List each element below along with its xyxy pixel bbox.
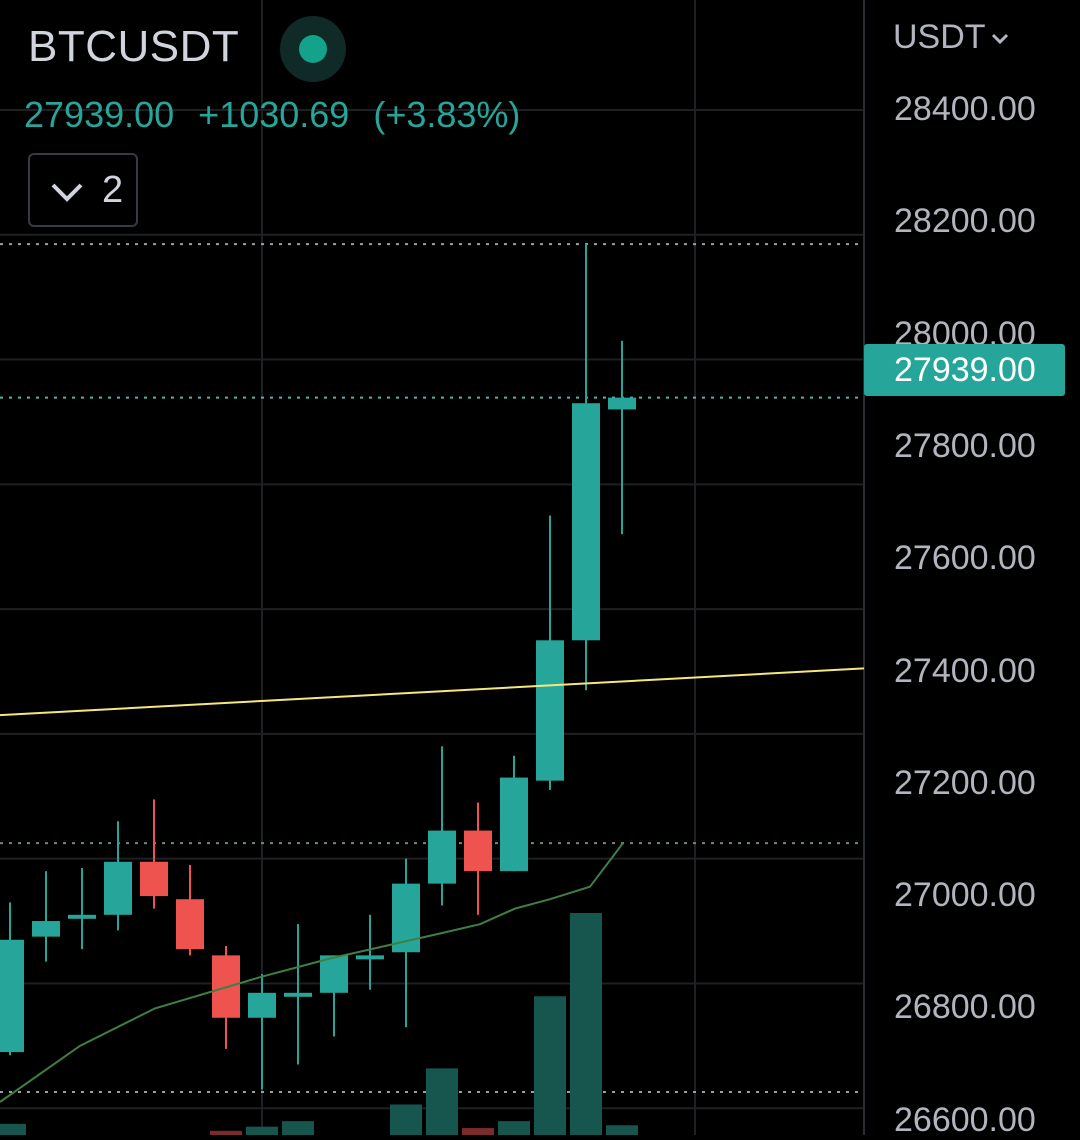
price-axis-tick: 27000.00 <box>894 876 1036 915</box>
currency-selector[interactable]: USDT <box>893 18 1010 57</box>
volume-bar <box>0 1123 26 1135</box>
moving-average-long-line <box>0 667 865 717</box>
price-axis-tick: 26800.00 <box>894 988 1036 1027</box>
indicators-count: 2 <box>102 169 124 211</box>
volume-bar <box>282 1121 314 1135</box>
candle-body <box>0 939 24 1053</box>
volume-bar <box>426 1068 458 1135</box>
price-change-percent: (+3.83%) <box>373 94 521 135</box>
candle-body <box>572 403 600 641</box>
market-status-indicator <box>280 16 346 82</box>
candle-body <box>608 397 636 410</box>
moving-average-short-line <box>0 842 624 1103</box>
volume-bar <box>570 913 602 1135</box>
last-price-tag: 27939.00 <box>864 344 1065 396</box>
volume-bar <box>210 1130 242 1135</box>
candle-body <box>284 992 312 997</box>
volume-bar <box>462 1128 494 1135</box>
volume-bar <box>534 996 566 1135</box>
price-axis-tick: 27200.00 <box>894 763 1036 802</box>
price-axis-tick: 28400.00 <box>894 90 1036 128</box>
price-axis-tick: 27400.00 <box>894 651 1036 690</box>
candle-body <box>68 914 96 919</box>
candle-body <box>104 861 132 915</box>
symbol-title[interactable]: BTCUSDT <box>28 22 240 71</box>
candle-body <box>320 955 348 993</box>
chevron-down-icon <box>51 183 83 202</box>
candle-body <box>536 640 564 781</box>
candle-body <box>464 830 492 872</box>
price-change: +1030.69 <box>198 94 350 135</box>
last-price: 27939.00 <box>24 94 175 135</box>
candle-body <box>248 992 276 1018</box>
volume-bar <box>606 1125 638 1135</box>
price-axis-tick: 28200.00 <box>894 202 1036 241</box>
volume-bar <box>390 1104 422 1135</box>
price-axis-tick: 26600.00 <box>894 1100 1036 1139</box>
candle-body <box>176 899 204 950</box>
candle-body <box>428 830 456 884</box>
indicators-toggle-button[interactable]: 2 <box>28 153 138 227</box>
live-dot-icon <box>299 35 327 63</box>
price-axis-tick: 27800.00 <box>894 426 1036 465</box>
currency-label: USDT <box>893 18 986 56</box>
volume-bar <box>498 1121 530 1135</box>
candle-body <box>356 955 384 960</box>
price-summary: 27939.00 +1030.69 (+3.83%) <box>24 94 534 136</box>
candle-body <box>500 777 528 872</box>
candle-body <box>140 861 168 897</box>
chevron-down-icon <box>991 33 1008 45</box>
price-axis-tick: 27600.00 <box>894 539 1036 578</box>
volume-bar <box>246 1126 278 1135</box>
candle-body <box>32 921 60 937</box>
